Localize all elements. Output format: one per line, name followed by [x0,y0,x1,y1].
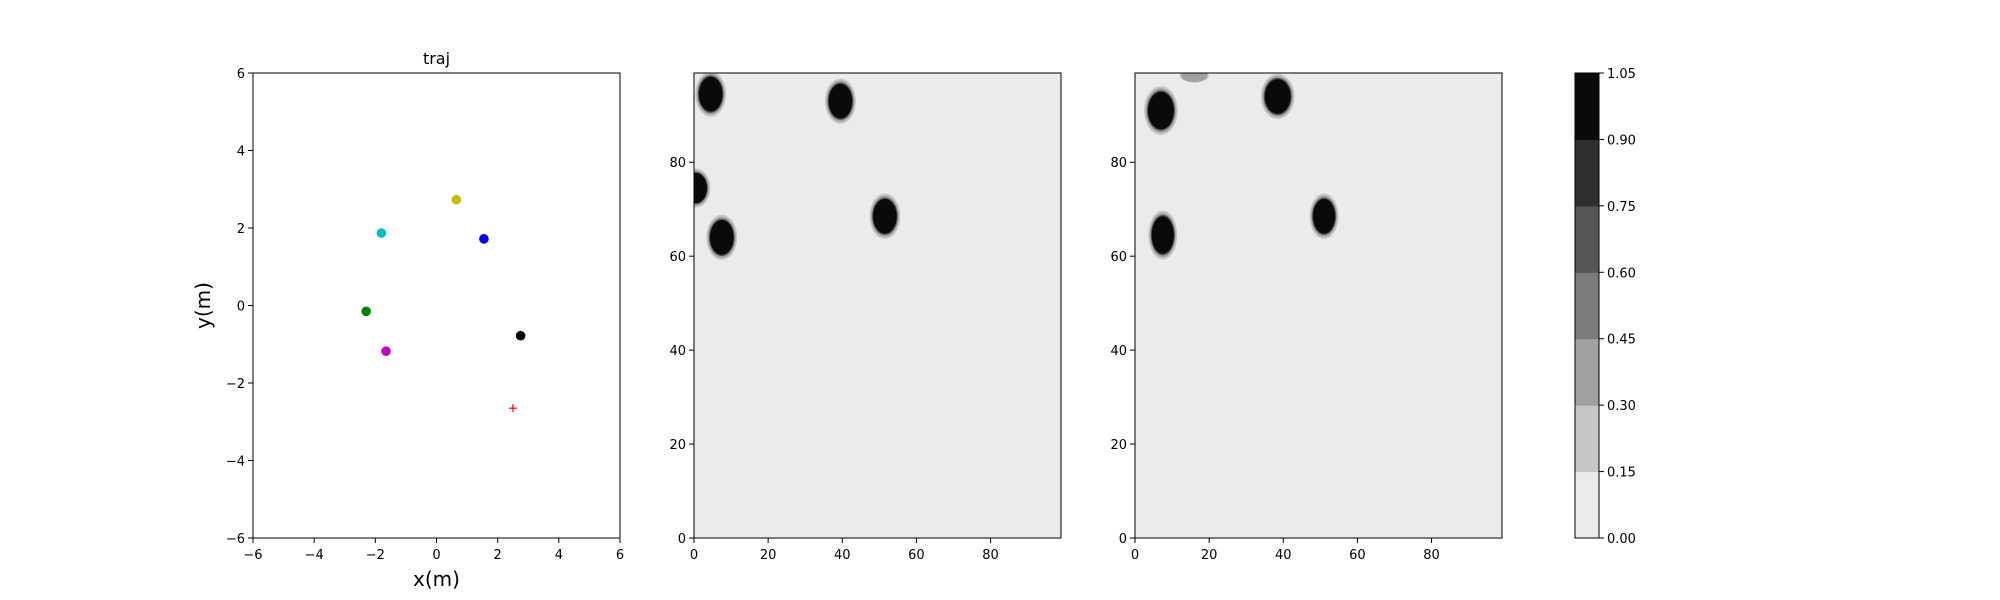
x-tick-label: 0 [432,548,440,563]
colorbar-tick-label: 0.90 [1607,133,1636,148]
occupancy-map-1: 0 20 40 60 80 0 20 40 60 80 [669,72,1062,563]
y-tick-label: −6 [226,532,245,547]
x-tick-label: 6 [616,548,624,563]
heatmap-cells [1144,73,1339,260]
agent-point [451,194,462,205]
y-axis-label: y(m) [191,282,215,329]
obstacle-blob [694,173,707,204]
x-tick-label: 40 [1275,548,1292,563]
trajectory-plot: −6 −4 −2 0 2 4 6 −6 −4 −2 0 2 4 6 traj x(m) y(m) [191,49,624,591]
x-tick-label: 4 [555,548,563,563]
agent-point [376,228,387,238]
colorbar-segment [1575,73,1599,140]
axes-frame [1134,72,1503,539]
colorbar-tick-label: 0.60 [1607,266,1636,281]
colorbar-segment [1575,405,1599,473]
x-tick-label: −2 [366,548,385,563]
goal-marker [508,404,517,413]
obstacle-blob [828,83,853,119]
x-tick-label: 60 [1349,548,1366,563]
y-tick-label: 0 [237,300,245,315]
obstacle-blob [1312,198,1336,234]
y-tick-label: −2 [226,377,245,392]
obstacle-blob [1147,91,1174,130]
x-tick-label: −4 [305,548,324,563]
agent-point [381,346,391,357]
y-tick-label: 20 [669,438,686,453]
x-tick-label: −6 [243,548,262,563]
colorbar-frame [1574,72,1600,539]
obstacle-blob [1183,73,1206,81]
x-tick-label: 40 [834,548,851,563]
colorbar-segment [1575,272,1599,340]
x-tick-label: 20 [760,548,777,563]
y-tick-label: 0 [1119,532,1127,547]
y-tick-label: 0 [678,532,686,547]
obstacle-blob [1264,79,1291,114]
heatmap-background [1135,73,1502,538]
agent-point [479,234,489,244]
occupancy-map-2: 0 20 40 60 80 0 20 40 60 80 [1110,72,1503,563]
colorbar-segment [1575,139,1599,207]
y-tick-label: 60 [1110,250,1127,265]
y-tick-label: 4 [237,145,245,160]
axes-frame [693,72,1062,539]
obstacle-blob [698,76,723,112]
x-tick-label: 2 [494,548,502,563]
colorbar-tick-label: 0.30 [1607,399,1636,414]
colorbar-tick-label: 1.05 [1607,67,1636,82]
colorbar-tick-label: 0.00 [1607,532,1636,547]
y-tick-label: −4 [226,455,245,470]
obstacle-blob [873,198,897,234]
obstacle-blob [1151,216,1174,254]
x-tick-label: 0 [1131,548,1139,563]
y-tick-label: 80 [669,156,686,171]
x-tick-label: 60 [908,548,925,563]
y-tick-label: 20 [1110,438,1127,453]
x-tick-label: 20 [1201,548,1218,563]
colorbar-segment [1575,338,1599,406]
x-tick-label: 80 [982,548,999,563]
colorbar-segment [1575,205,1599,273]
obstacle-blob [709,220,734,255]
colorbar-tick-label: 0.75 [1607,200,1636,215]
colorbar-segment [1575,471,1599,539]
colorbar-tick-label: 0.45 [1607,333,1636,348]
x-axis-label: x(m) [413,567,460,591]
y-tick-label: 60 [669,250,686,265]
colorbar: 0.00 0.15 0.30 0.45 0.60 0.75 0.90 1.05 [1574,67,1636,547]
y-tick-label: 6 [237,67,245,82]
plot-title: traj [423,49,450,68]
axes-frame [252,72,621,539]
agent-point [515,330,526,341]
x-tick-label: 80 [1423,548,1440,563]
y-tick-label: 40 [669,344,686,359]
y-tick-label: 2 [237,222,245,237]
y-tick-label: 80 [1110,156,1127,171]
heatmap-cells [694,73,901,260]
heatmap-background [694,73,1061,538]
colorbar-tick-label: 0.15 [1607,466,1636,481]
y-tick-label: 40 [1110,344,1127,359]
agent-point [361,306,371,317]
plot-area [253,73,620,538]
x-tick-label: 0 [690,548,698,563]
